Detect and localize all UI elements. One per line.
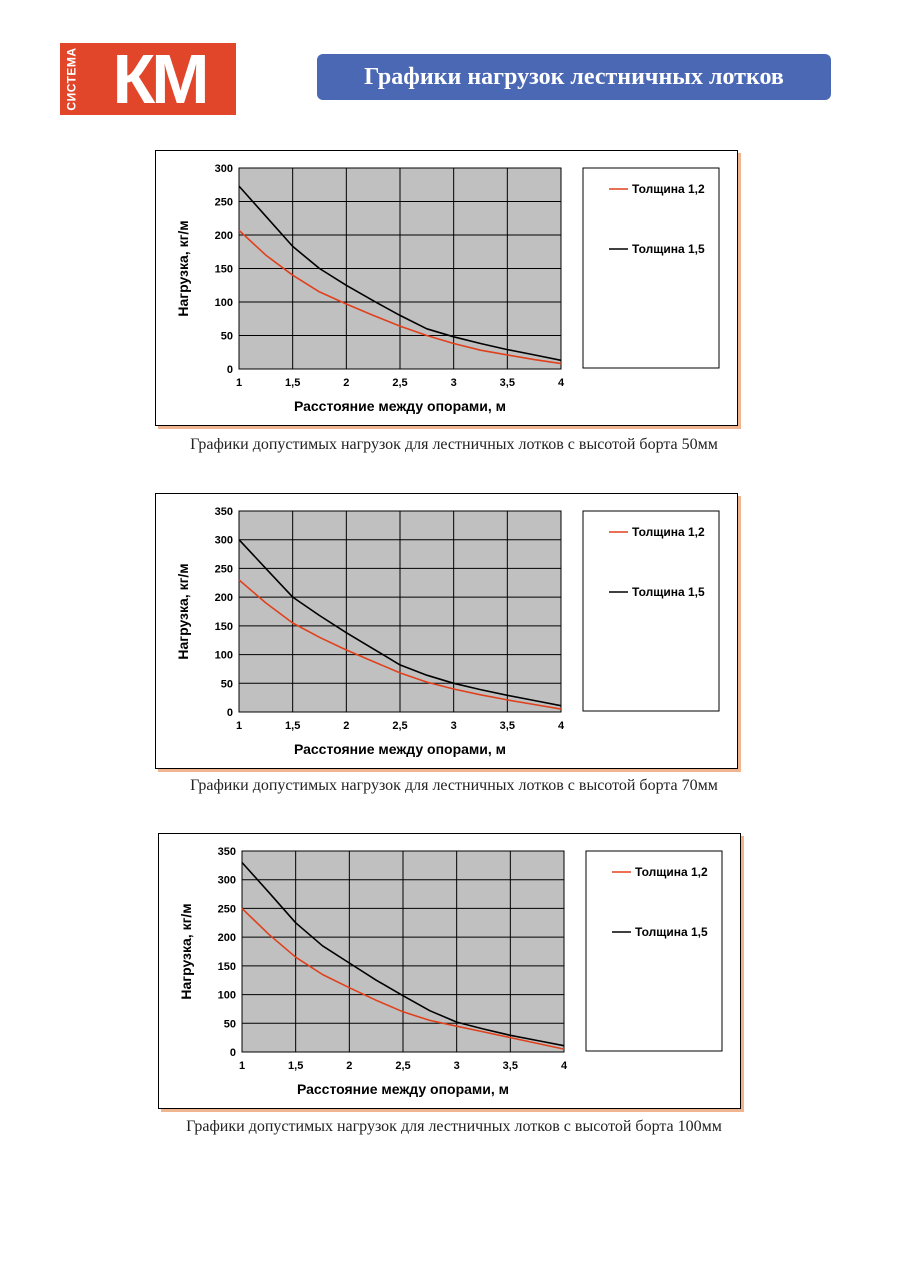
legend-label-2: Толщина 1,5 bbox=[632, 242, 705, 256]
y-tick-label: 200 bbox=[215, 592, 233, 604]
y-tick-label: 150 bbox=[215, 264, 233, 276]
y-tick-label: 350 bbox=[215, 506, 233, 518]
y-tick-label: 0 bbox=[227, 707, 233, 719]
chart-panel-1: 1 1,5 2 2,5 3 3,5 4 0 50 100 150 200 250 300 Расстояни… bbox=[155, 150, 738, 426]
x-tick-label: 2 bbox=[343, 377, 349, 389]
legend-box bbox=[585, 850, 723, 1052]
series-line-2 bbox=[238, 185, 562, 362]
y-tick-label: 150 bbox=[218, 961, 236, 973]
x-axis-title: Расстояние между опорами, м bbox=[294, 741, 506, 757]
y-tick-label: 250 bbox=[215, 563, 233, 575]
legend-label-2: Толщина 1,5 bbox=[635, 925, 708, 939]
chart-caption-2: Графики допустимых нагрузок для лестничн… bbox=[190, 777, 718, 794]
y-tick-label: 250 bbox=[215, 197, 233, 209]
legend-label-1: Толщина 1,2 bbox=[635, 865, 708, 879]
x-axis-title: Расстояние между опорами, м bbox=[294, 398, 506, 414]
x-tick-label: 1,5 bbox=[285, 377, 300, 389]
chart-3: 1 1,5 2 2,5 3 3,5 4 0 50 100 150 200 250 300 350 Рассто… bbox=[178, 846, 723, 1097]
legend-label-2: Толщина 1,5 bbox=[632, 585, 705, 599]
y-tick-label: 350 bbox=[218, 846, 236, 858]
series-line-1 bbox=[238, 229, 562, 365]
y-tick-label: 50 bbox=[221, 331, 233, 343]
y-tick-label: 0 bbox=[230, 1047, 236, 1059]
x-tick-label: 3,5 bbox=[503, 1060, 518, 1072]
legend-box bbox=[582, 510, 720, 712]
y-tick-label: 200 bbox=[218, 932, 236, 944]
series-line-2 bbox=[241, 861, 565, 1047]
y-tick-label: 100 bbox=[215, 297, 233, 309]
y-axis-title: Нагрузка, кг/м bbox=[175, 563, 191, 659]
x-tick-label: 3 bbox=[451, 377, 457, 389]
x-tick-label: 4 bbox=[558, 720, 565, 732]
chart-caption-1: Графики допустимых нагрузок для лестничн… bbox=[190, 436, 718, 453]
legend-box bbox=[582, 167, 720, 369]
chart-panel-2: 1 1,5 2 2,5 3 3,5 4 0 50 100 150 200 250 300 350 Рассто… bbox=[155, 493, 738, 769]
x-tick-label: 2,5 bbox=[395, 1060, 410, 1072]
logo-main-text: КМ bbox=[112, 40, 209, 118]
x-tick-label: 3,5 bbox=[500, 377, 515, 389]
x-tick-label: 3,5 bbox=[500, 720, 515, 732]
x-tick-label: 2 bbox=[343, 720, 349, 732]
logo-side-text: СИСТЕМА bbox=[65, 47, 79, 111]
y-tick-label: 300 bbox=[215, 163, 233, 175]
series-line-1 bbox=[238, 579, 562, 710]
x-tick-label: 4 bbox=[558, 377, 565, 389]
y-tick-label: 50 bbox=[221, 678, 233, 690]
y-tick-label: 250 bbox=[218, 903, 236, 915]
y-tick-label: 100 bbox=[218, 990, 236, 1002]
x-tick-label: 4 bbox=[561, 1060, 568, 1072]
x-tick-label: 1 bbox=[236, 720, 242, 732]
page-title: Графики нагрузок лестничных лотков bbox=[317, 54, 831, 100]
y-tick-label: 300 bbox=[215, 535, 233, 547]
legend-label-1: Толщина 1,2 bbox=[632, 182, 705, 196]
x-tick-label: 1 bbox=[236, 377, 242, 389]
series-line-1 bbox=[241, 907, 565, 1050]
y-tick-label: 300 bbox=[218, 875, 236, 887]
x-tick-label: 2,5 bbox=[392, 720, 407, 732]
chart-caption-3: Графики допустимых нагрузок для лестничн… bbox=[186, 1118, 722, 1135]
y-tick-label: 100 bbox=[215, 650, 233, 662]
brand-logo: СИСТЕМА КМ bbox=[60, 43, 236, 115]
y-tick-label: 150 bbox=[215, 621, 233, 633]
y-tick-label: 0 bbox=[227, 364, 233, 376]
x-tick-label: 1,5 bbox=[288, 1060, 303, 1072]
y-tick-label: 200 bbox=[215, 230, 233, 242]
x-tick-label: 3 bbox=[451, 720, 457, 732]
x-tick-label: 1,5 bbox=[285, 720, 300, 732]
x-axis-title: Расстояние между опорами, м bbox=[297, 1081, 509, 1097]
x-tick-label: 2 bbox=[346, 1060, 352, 1072]
chart-1: 1 1,5 2 2,5 3 3,5 4 0 50 100 150 200 250 300 Расстояни… bbox=[175, 163, 720, 414]
chart-panel-3: 1 1,5 2 2,5 3 3,5 4 0 50 100 150 200 250 300 350 Рассто… bbox=[158, 833, 741, 1109]
legend-label-1: Толщина 1,2 bbox=[632, 525, 705, 539]
y-axis-title: Нагрузка, кг/м bbox=[178, 903, 194, 999]
y-tick-label: 50 bbox=[224, 1018, 236, 1030]
x-tick-label: 2,5 bbox=[392, 377, 407, 389]
y-axis-title: Нагрузка, кг/м bbox=[175, 220, 191, 316]
x-tick-label: 3 bbox=[454, 1060, 460, 1072]
x-tick-label: 1 bbox=[239, 1060, 245, 1072]
chart-2: 1 1,5 2 2,5 3 3,5 4 0 50 100 150 200 250 300 350 Рассто… bbox=[175, 506, 720, 757]
series-line-2 bbox=[238, 539, 562, 707]
